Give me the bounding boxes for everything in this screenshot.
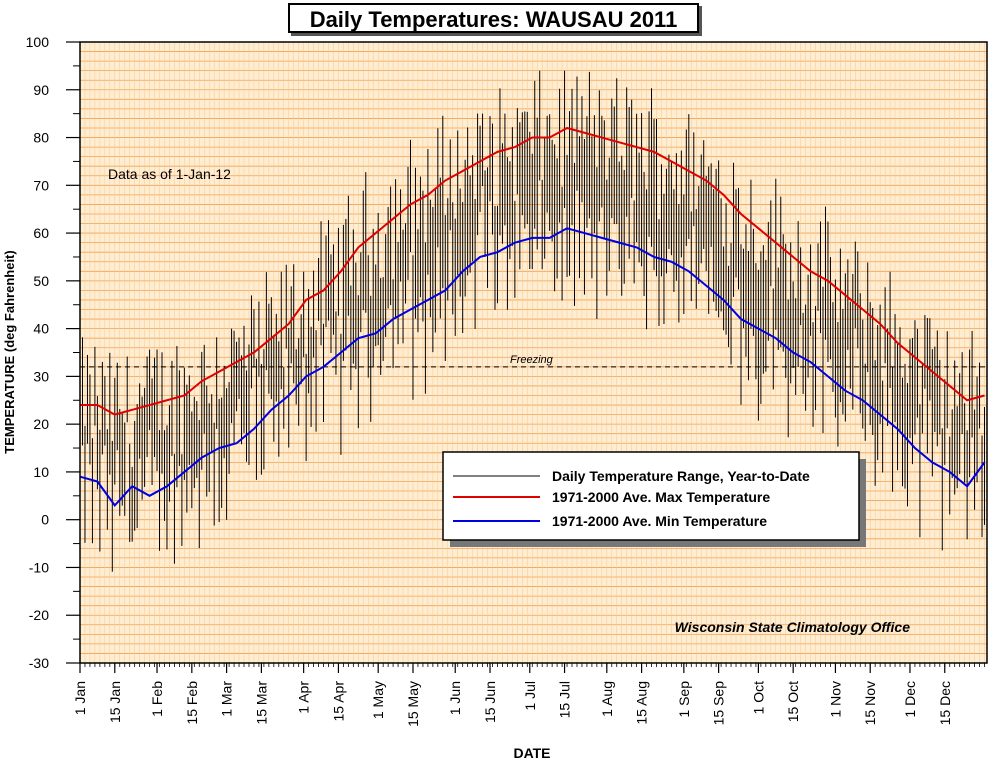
legend-label-min: 1971-2000 Ave. Min Temperature (552, 513, 767, 529)
x-tick-label: 15 Nov (862, 681, 878, 725)
y-tick-label: -10 (29, 559, 49, 575)
y-tick-label: 30 (33, 368, 49, 384)
x-tick-label: 15 May (405, 681, 421, 727)
x-tick-label: 15 Jan (107, 681, 123, 723)
x-tick-label: 1 Jul (522, 681, 538, 711)
x-tick-label: 15 Mar (253, 681, 269, 725)
source-credit: Wisconsin State Climatology Office (675, 619, 911, 635)
chart-title: Daily Temperatures: WAUSAU 2011 (288, 3, 699, 33)
normal-min-line (79, 227, 986, 507)
x-tick-label: 15 Jul (557, 681, 573, 718)
x-tick-label: 15 Feb (184, 681, 200, 725)
y-tick-label: 0 (41, 512, 49, 528)
x-tick-label: 15 Aug (634, 681, 650, 725)
legend: Daily Temperature Range, Year-to-Date 19… (442, 451, 866, 547)
x-tick-label: 1 Feb (149, 681, 165, 717)
y-tick-label: 60 (33, 225, 49, 241)
x-tick-label: 1 Sep (676, 681, 692, 718)
freezing-label: Freezing (510, 354, 554, 366)
y-tick-label: 100 (26, 34, 50, 50)
x-tick-label: 1 Nov (827, 681, 843, 718)
x-tick-label: 15 Apr (330, 681, 346, 722)
y-tick-label: 40 (33, 321, 49, 337)
x-tick-label: 15 Jun (482, 681, 498, 723)
x-tick-label: 1 Aug (599, 681, 615, 717)
y-tick-label: 80 (33, 130, 49, 146)
x-tick-label: 1 Jan (72, 681, 88, 715)
x-tick-label: 1 Dec (902, 681, 918, 718)
x-axis-label: DATE (513, 745, 550, 761)
y-tick-label: 50 (33, 273, 49, 289)
normal-max-line (80, 126, 985, 416)
y-axis-label: TEMPERATURE (deg Fahrenheit) (2, 250, 17, 453)
legend-label-range: Daily Temperature Range, Year-to-Date (552, 468, 810, 484)
y-tick-label: -20 (29, 607, 49, 623)
y-tick-label: 70 (33, 177, 49, 193)
x-tick-label: 1 Mar (219, 681, 235, 717)
x-tick-label: 15 Sep (711, 681, 727, 726)
y-tick-label: -30 (29, 655, 49, 671)
x-tick-label: 1 Oct (750, 681, 766, 715)
plot-background (80, 42, 987, 663)
y-tick-label: 90 (33, 82, 49, 98)
legend-label-max: 1971-2000 Ave. Max Temperature (552, 489, 770, 505)
x-tick-label: 15 Oct (785, 681, 801, 722)
y-tick-label: 20 (33, 416, 49, 432)
x-tick-label: 1 May (370, 681, 386, 719)
x-tick-label: 1 Apr (296, 681, 312, 714)
daily-range-bars (79, 70, 986, 572)
y-tick-label: 10 (33, 464, 49, 480)
x-axis: 1 Jan 15 Jan 1 Feb 15 Feb 1 Mar 15 Mar 1 Apr 15… (72, 663, 985, 727)
x-tick-label: 15 Dec (937, 681, 953, 725)
x-tick-label: 1 Jun (447, 681, 463, 715)
data-as-of-annotation: Data as of 1-Jan-12 (108, 166, 231, 182)
